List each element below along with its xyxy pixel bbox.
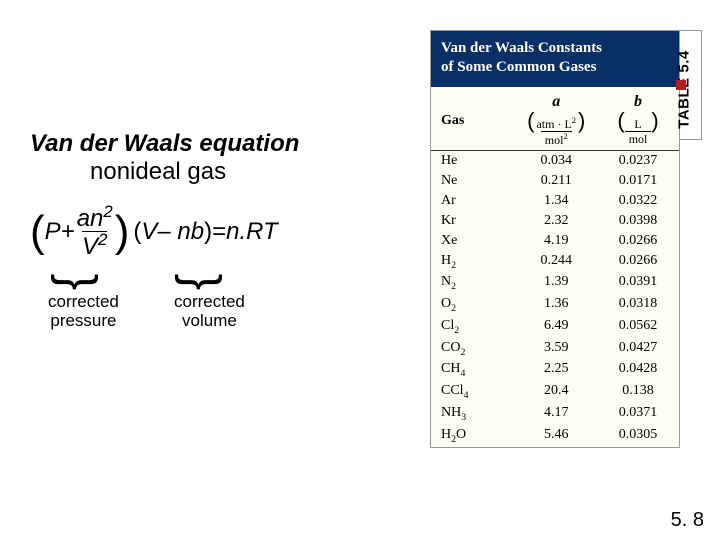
table-row: Ar1.340.0322: [431, 191, 679, 211]
frac-den: V2: [82, 231, 107, 259]
table-row: CCl420.40.138: [431, 381, 679, 403]
table-row: Kr2.320.0398: [431, 211, 679, 231]
big-paren-open: (: [30, 214, 45, 249]
table-row: Xe4.190.0266: [431, 231, 679, 251]
title-line2: nonideal gas: [90, 158, 390, 186]
equals: =: [212, 218, 226, 246]
vol-open: (: [133, 218, 141, 246]
column-heads: a b: [431, 87, 679, 113]
table-row: Ne0.2110.0171: [431, 171, 679, 191]
page-number: 5. 8: [671, 509, 704, 532]
gas-label: Gas: [431, 113, 515, 146]
brace-row: } }: [30, 259, 390, 289]
var-P: P: [45, 218, 61, 246]
table-row: Cl26.490.0562: [431, 316, 679, 338]
unit-a: ( atm · L2 mol2 ): [515, 113, 597, 146]
table-row: H20.2440.0266: [431, 251, 679, 273]
table-row: N21.390.0391: [431, 272, 679, 294]
constants-table: Van der Waals Constants of Some Common G…: [430, 30, 680, 448]
label-volume: corrected volume: [174, 293, 245, 330]
table-row: NH34.170.0371: [431, 403, 679, 425]
table-header: Van der Waals Constants of Some Common G…: [431, 31, 679, 87]
var-V: V: [141, 218, 157, 246]
big-paren-close: ): [115, 214, 130, 249]
unit-b: ( L mol ): [597, 113, 679, 146]
brace-volume: }: [173, 274, 231, 291]
op-plus: +: [61, 218, 75, 246]
minus-nb: – nb: [157, 218, 204, 246]
left-panel: Van der Waals equation nonideal gas ( P …: [30, 130, 390, 289]
title-line1: Van der Waals equation: [30, 130, 390, 158]
equation: ( P + an2 V2 ) ( V – nb ) = n.RT } } cor…: [30, 204, 390, 289]
data-rows: He0.0340.0237Ne0.2110.0171Ar1.340.0322Kr…: [431, 150, 679, 447]
frac-num: an2: [77, 204, 113, 231]
side-marker-icon: [676, 80, 686, 90]
fraction-an2-v2: an2 V2: [77, 204, 113, 259]
table-row: CO23.590.0427: [431, 338, 679, 360]
unit-row: Gas ( atm · L2 mol2 ) ( L mol ): [431, 113, 679, 150]
table-row: O21.360.0318: [431, 294, 679, 316]
table-row: He0.0340.0237: [431, 151, 679, 171]
col-b: b: [597, 93, 679, 111]
vol-close: ): [204, 218, 212, 246]
table-row: CH42.250.0428: [431, 359, 679, 381]
brace-pressure: }: [49, 274, 107, 291]
equation-row: ( P + an2 V2 ) ( V – nb ) = n.RT: [30, 204, 390, 259]
table-row: H2O5.460.0305: [431, 425, 679, 447]
label-pressure: corrected pressure: [48, 293, 119, 330]
nRT: n.RT: [226, 218, 278, 246]
